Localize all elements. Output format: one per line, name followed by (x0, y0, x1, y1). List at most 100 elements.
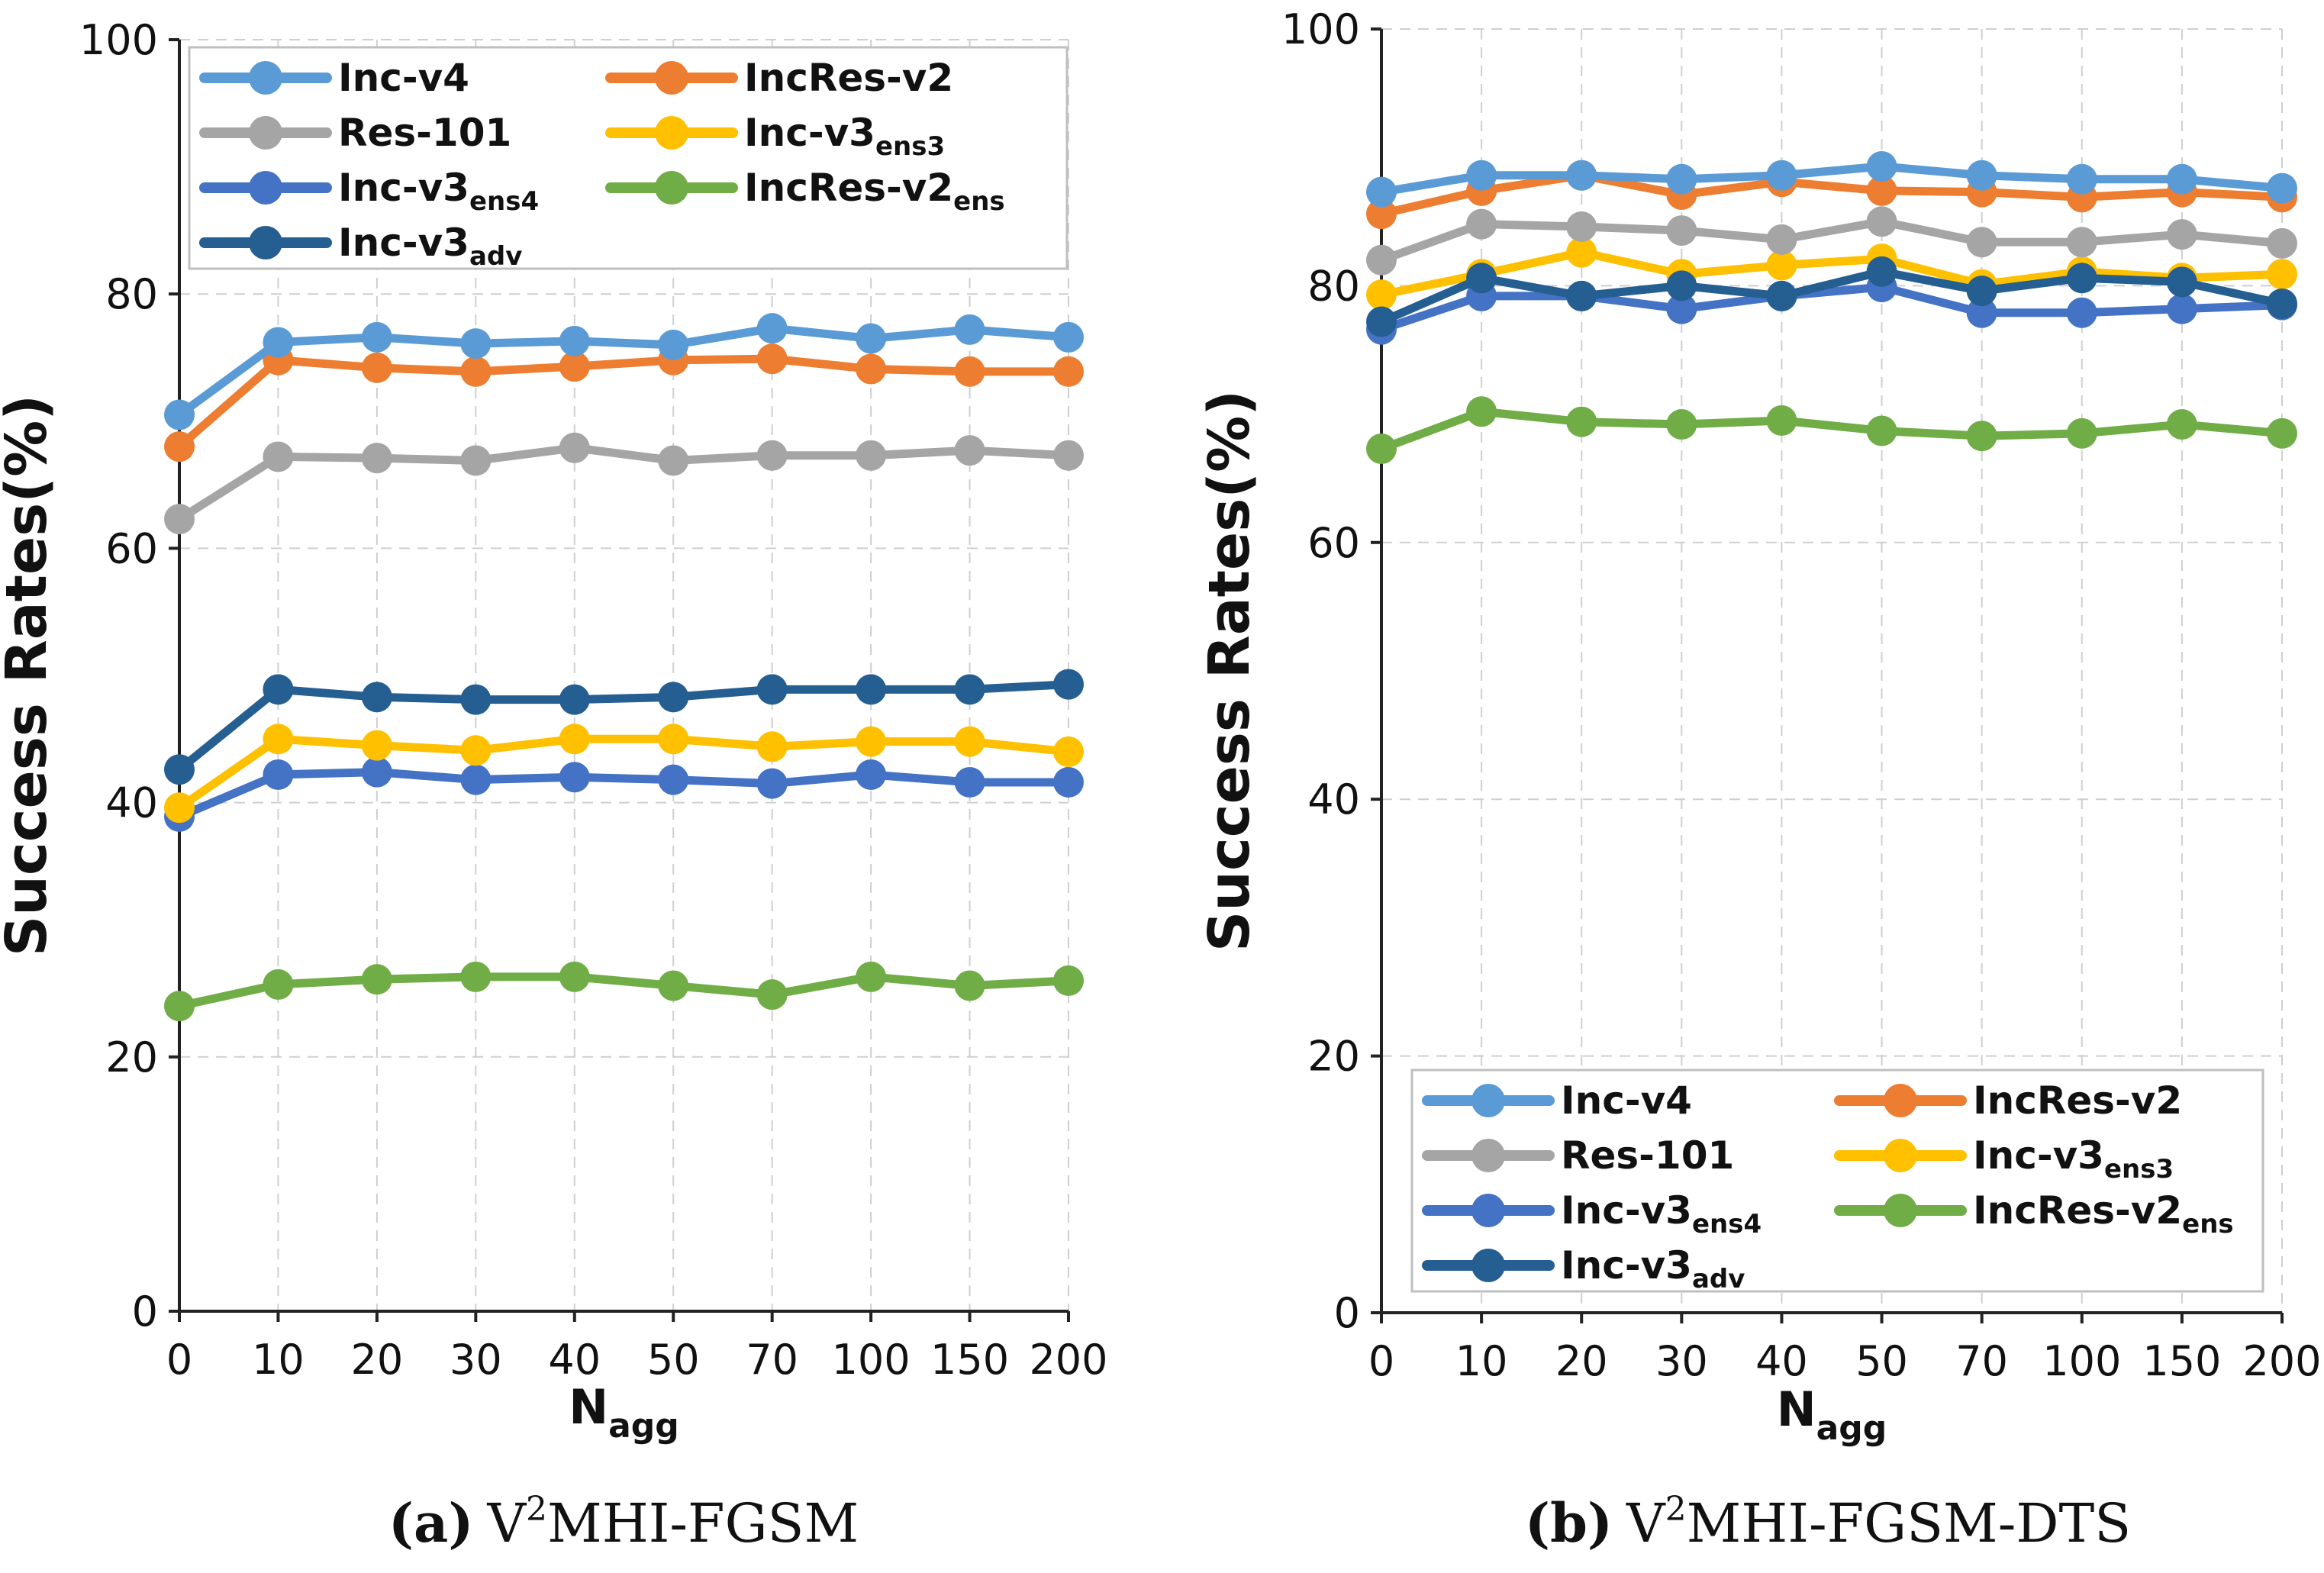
data-point (756, 313, 788, 344)
data-point (954, 970, 985, 1001)
chart-panel-b: 0 20 40 60 80 100 0 10 20 30 40 50 70 100 150 200 Succes… (1197, 5, 2322, 1555)
y-tick-label: 20 (105, 1033, 158, 1081)
data-point (2267, 172, 2297, 204)
data-point (756, 768, 788, 799)
series-inc-v3adv (164, 669, 1084, 785)
legend-label: Inc-v4 (338, 56, 469, 100)
data-point (1566, 406, 1597, 437)
data-point (559, 325, 590, 356)
series-line (175, 768, 1073, 821)
data-point (1053, 736, 1084, 767)
legend-label: Inc-v3ens3 (744, 111, 945, 162)
x-tick-label: 70 (746, 1336, 798, 1384)
series-line (175, 972, 1073, 1011)
legend-item-inc-v3adv: Inc-v3adv (1422, 1243, 1745, 1294)
legend-label: Inc-v4 (1561, 1078, 1692, 1123)
data-point (1766, 224, 1797, 255)
series-line (1377, 162, 2287, 197)
legend-label-subscript: ens4 (1692, 1209, 1762, 1239)
data-point (1966, 160, 1997, 191)
series-inc-v3adv (1366, 256, 2297, 337)
legend-box (1410, 1069, 2264, 1293)
caption-main: V (486, 1492, 527, 1555)
x-tick-label: 10 (1455, 1337, 1508, 1385)
x-tick-label: 200 (2242, 1337, 2321, 1385)
data-point (1366, 244, 1397, 276)
data-point (658, 445, 689, 476)
data-point (2267, 259, 2297, 290)
legend-label-main: Res-101 (338, 111, 511, 155)
data-point (658, 764, 689, 795)
data-point (263, 759, 294, 790)
legend-label: Inc-v3adv (1561, 1243, 1745, 1294)
data-point (658, 970, 689, 1001)
data-point (856, 726, 887, 757)
y-tick-label: 100 (79, 16, 158, 64)
data-point (1366, 434, 1397, 465)
data-point (559, 351, 590, 382)
data-point (2066, 227, 2097, 258)
data-point (1053, 356, 1084, 387)
data-point (1866, 150, 1897, 182)
data-point (1666, 270, 1697, 301)
legend-label: Inc-v3ens3 (1973, 1133, 2174, 1185)
x-tick-label: 50 (647, 1336, 700, 1384)
data-point (1366, 198, 1397, 230)
data-point (1766, 250, 1797, 281)
data-point (1053, 965, 1084, 996)
legend-item-inc-v3ens3: Inc-v3ens3 (1834, 1133, 2174, 1185)
legend-label-main: IncRes-v2 (1973, 1078, 2182, 1123)
x-tick-label: 0 (1368, 1337, 1394, 1385)
data-point (559, 762, 590, 793)
legend-item-res-101: Res-101 (199, 111, 511, 155)
data-point (1966, 227, 1997, 258)
panel-caption: (a) V2MHI-FGSM (388, 1490, 859, 1555)
x-tick-label: 10 (252, 1336, 305, 1384)
caption-main: V (1626, 1492, 1666, 1555)
data-point (1866, 175, 1897, 206)
data-point (2267, 417, 2297, 449)
data-point (1666, 409, 1697, 440)
x-tick-label: 100 (2042, 1337, 2121, 1385)
legend-label-main: Inc-v3 (1973, 1133, 2104, 1178)
x-axis-title-subscript: agg (1816, 1409, 1887, 1448)
x-tick-label: 20 (1555, 1337, 1608, 1385)
data-point (1053, 766, 1084, 798)
data-point (2066, 417, 2097, 449)
legend-label-subscript: ens3 (2104, 1154, 2174, 1185)
series-incres-v2ens (1366, 396, 2297, 465)
x-axis-title: Nagg (1777, 1381, 1887, 1448)
data-point (2166, 293, 2197, 324)
data-point (1766, 160, 1797, 191)
legend-label-subscript: adv (1692, 1264, 1745, 1294)
legend-label: Inc-v3adv (338, 221, 522, 272)
data-point (2066, 263, 2097, 294)
x-tick-label: 20 (351, 1336, 404, 1384)
data-point (954, 314, 985, 345)
data-point (756, 731, 788, 762)
legend-swatch-marker (1471, 1249, 1505, 1282)
caption-label: (b) (1525, 1491, 1613, 1555)
legend-item-inc-v3adv: Inc-v3adv (199, 221, 522, 272)
caption-superscript: 2 (1665, 1490, 1687, 1529)
x-axis-title-main: N (569, 1379, 608, 1435)
data-point (1466, 396, 1497, 427)
caption-superscript: 2 (526, 1490, 547, 1529)
legend-item-incres-v2: IncRes-v2 (1834, 1078, 2182, 1123)
data-point (460, 684, 492, 715)
x-tick-label: 40 (548, 1336, 601, 1384)
data-point (1566, 280, 1597, 311)
legend-label-subscript: ens4 (469, 186, 539, 217)
data-point (2166, 163, 2197, 195)
data-point (2267, 288, 2297, 319)
data-point (164, 754, 195, 785)
y-tick-label: 40 (1307, 775, 1360, 824)
data-point (1766, 280, 1797, 311)
legend-label-subscript: adv (469, 241, 522, 272)
legend-item-inc-v4: Inc-v4 (1422, 1078, 1692, 1123)
y-tick-label: 0 (132, 1288, 158, 1336)
legend-swatch-marker (1884, 1139, 1917, 1172)
caption-rest: MHI-FGSM-DTS (1687, 1492, 2132, 1555)
series-line (1377, 248, 2287, 299)
